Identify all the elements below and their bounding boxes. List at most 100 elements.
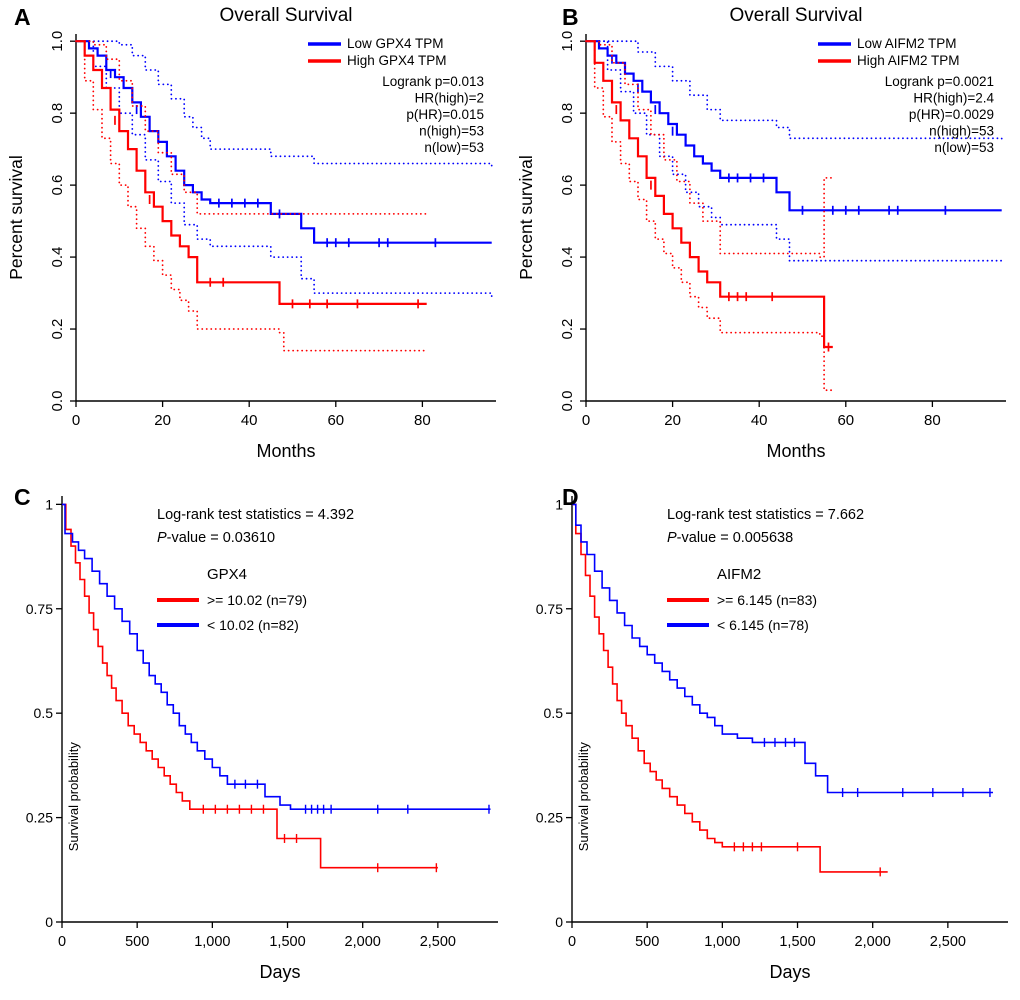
y-axis-label: Percent survival [6, 155, 26, 280]
y-tick-labels: 0.0 0.2 0.4 0.6 0.8 1.0 [559, 31, 586, 412]
svg-text:0.8: 0.8 [49, 103, 66, 124]
svg-text:0.0: 0.0 [49, 391, 66, 412]
censor-marks-low-aifm2-main [611, 54, 947, 215]
svg-text:0: 0 [582, 412, 590, 429]
svg-text:>= 6.145 (n=83): >= 6.145 (n=83) [717, 592, 817, 608]
y-axis-label: Survival probability [576, 742, 591, 852]
svg-text:n(high)=53: n(high)=53 [929, 124, 994, 139]
svg-text:p(HR)=0.015: p(HR)=0.015 [406, 107, 484, 122]
svg-text:Log-rank test statistics = 7.6: Log-rank test statistics = 7.662 [667, 507, 864, 523]
svg-text:500: 500 [125, 934, 149, 950]
series-low-gpx4-main [76, 40, 492, 244]
censor-marks-gpx4-low-expression [234, 779, 490, 814]
series-low-aifm2-ci-upper [585, 40, 1003, 143]
svg-text:0.0: 0.0 [559, 391, 576, 412]
x-axis-label: Months [256, 441, 315, 461]
panel-a-overall-survival-gpx4: 0 20 40 60 80 0.0 0.2 0.4 0.6 0.8 1.0 Overall Survi… [0, 0, 510, 483]
svg-text:40: 40 [241, 412, 258, 429]
series-low-aifm2-main [586, 40, 1002, 212]
series-high-aifm2-main [586, 40, 833, 349]
censor-marks-aifm2-high-expression [733, 842, 881, 877]
svg-text:HR(high)=2: HR(high)=2 [415, 91, 484, 106]
svg-text:Logrank p=0.0021: Logrank p=0.0021 [885, 74, 994, 89]
svg-text:2,500: 2,500 [420, 934, 456, 950]
svg-text:Log-rank test statistics = 4.3: Log-rank test statistics = 4.392 [157, 507, 354, 523]
panel-b-survival-chart: 0 20 40 60 80 0.0 0.2 0.4 0.6 0.8 1.0 Overall Survi… [516, 5, 1006, 461]
svg-text:0.2: 0.2 [49, 319, 66, 340]
svg-text:1,000: 1,000 [704, 934, 740, 950]
svg-text:< 6.145 (n=78): < 6.145 (n=78) [717, 617, 809, 633]
panel-a-survival-chart: 0 20 40 60 80 0.0 0.2 0.4 0.6 0.8 1.0 Overall Survi… [6, 5, 496, 461]
series-gpx4-high-expression [62, 503, 438, 869]
series-low-gpx4-ci-upper [75, 40, 493, 168]
svg-text:0.75: 0.75 [536, 601, 563, 617]
svg-text:P-value = 0.03610: P-value = 0.03610 [157, 530, 275, 546]
svg-text:0: 0 [555, 914, 563, 930]
svg-text:p(HR)=0.0029: p(HR)=0.0029 [909, 107, 994, 122]
svg-text:20: 20 [154, 412, 171, 429]
legend-title: AIFM2 [717, 566, 761, 583]
x-axis-label: Months [766, 441, 825, 461]
series-high-aifm2-ci-lower [585, 40, 834, 392]
svg-text:0: 0 [568, 934, 576, 950]
svg-text:1.0: 1.0 [49, 31, 66, 52]
panel-d-survival-chart: 0 500 1,000 1,500 2,000 2,500 0 0.25 0.5 0.75 1 Day… [536, 496, 1008, 982]
svg-text:1,500: 1,500 [269, 934, 305, 950]
series-low-aifm2-ci-lower [585, 40, 1003, 262]
censor-marks-high-gpx4-main [114, 115, 419, 309]
y-tick-labels: 0 0.25 0.5 0.75 1 [536, 496, 572, 930]
svg-text:>= 10.02 (n=79): >= 10.02 (n=79) [207, 592, 307, 608]
svg-text:1: 1 [45, 496, 53, 512]
svg-text:0.4: 0.4 [49, 247, 66, 268]
svg-text:80: 80 [924, 412, 941, 429]
legend-title: GPX4 [207, 566, 247, 583]
svg-text:2,000: 2,000 [345, 934, 381, 950]
svg-text:0: 0 [58, 934, 66, 950]
svg-text:0.25: 0.25 [536, 810, 563, 826]
stats-annotations: Log-rank test statistics = 4.392 P-value … [157, 507, 354, 546]
legend: Low AIFM2 TPM High AIFM2 TPM [818, 36, 960, 68]
censor-marks-gpx4-high-expression [202, 804, 438, 873]
stats-annotations: Logrank p=0.0021 HR(high)=2.4p(HR)=0.0029… [885, 74, 995, 155]
svg-text:0: 0 [72, 412, 80, 429]
svg-text:2,000: 2,000 [855, 934, 891, 950]
panel-c-km-gpx4: 0 500 1,000 1,500 2,000 2,500 0 0.25 0.5 0.75 1 Day… [0, 478, 510, 1000]
svg-text:60: 60 [837, 412, 854, 429]
svg-text:80: 80 [414, 412, 431, 429]
svg-text:Low GPX4 TPM: Low GPX4 TPM [347, 36, 444, 51]
svg-text:0.6: 0.6 [559, 175, 576, 196]
svg-text:0.5: 0.5 [544, 705, 564, 721]
panel-label-d: D [562, 484, 579, 510]
svg-text:< 10.02 (n=82): < 10.02 (n=82) [207, 617, 299, 633]
panel-c-survival-chart: 0 500 1,000 1,500 2,000 2,500 0 0.25 0.5 0.75 1 Day… [26, 496, 498, 982]
svg-text:60: 60 [327, 412, 344, 429]
stats-annotations: Logrank p=0.013 HR(high)=2p(HR)=0.015 n(hi… [382, 74, 484, 155]
series-high-aifm2-ci-upper [585, 40, 834, 258]
svg-text:40: 40 [751, 412, 768, 429]
svg-text:500: 500 [635, 934, 659, 950]
series-gpx4-low-expression [62, 503, 491, 810]
legend: GPX4 >= 10.02 (n=79) < 10.02 (n=82) [157, 566, 307, 633]
svg-text:P-value = 0.005638: P-value = 0.005638 [667, 530, 793, 546]
svg-text:0.5: 0.5 [34, 705, 54, 721]
svg-text:High GPX4 TPM: High GPX4 TPM [347, 53, 447, 68]
svg-text:1: 1 [555, 496, 563, 512]
svg-text:0.6: 0.6 [49, 175, 66, 196]
svg-text:HR(high)=2.4: HR(high)=2.4 [913, 91, 994, 106]
x-tick-labels: 0 500 1,000 1,500 2,000 2,500 [568, 922, 966, 950]
x-tick-labels: 0 500 1,000 1,500 2,000 2,500 [58, 922, 456, 950]
svg-text:1,000: 1,000 [194, 934, 230, 950]
series-aifm2-high-expression [572, 503, 888, 873]
censor-marks-low-gpx4-main [109, 69, 437, 248]
y-tick-labels: 0 0.25 0.5 0.75 1 [26, 496, 62, 930]
panel-d-km-aifm2: 0 500 1,000 1,500 2,000 2,500 0 0.25 0.5 0.75 1 Day… [510, 478, 1020, 1000]
series-aifm2-low-expression [572, 503, 993, 794]
series-high-gpx4-ci-lower [75, 40, 428, 352]
svg-text:n(low)=53: n(low)=53 [934, 140, 994, 155]
x-tick-labels: 0 20 40 60 80 [72, 401, 431, 429]
legend: Low GPX4 TPM High GPX4 TPM [308, 36, 447, 68]
svg-text:Logrank p=0.013: Logrank p=0.013 [382, 74, 484, 89]
panel-label-b: B [562, 4, 579, 30]
svg-text:1.0: 1.0 [559, 31, 576, 52]
svg-text:0.8: 0.8 [559, 103, 576, 124]
